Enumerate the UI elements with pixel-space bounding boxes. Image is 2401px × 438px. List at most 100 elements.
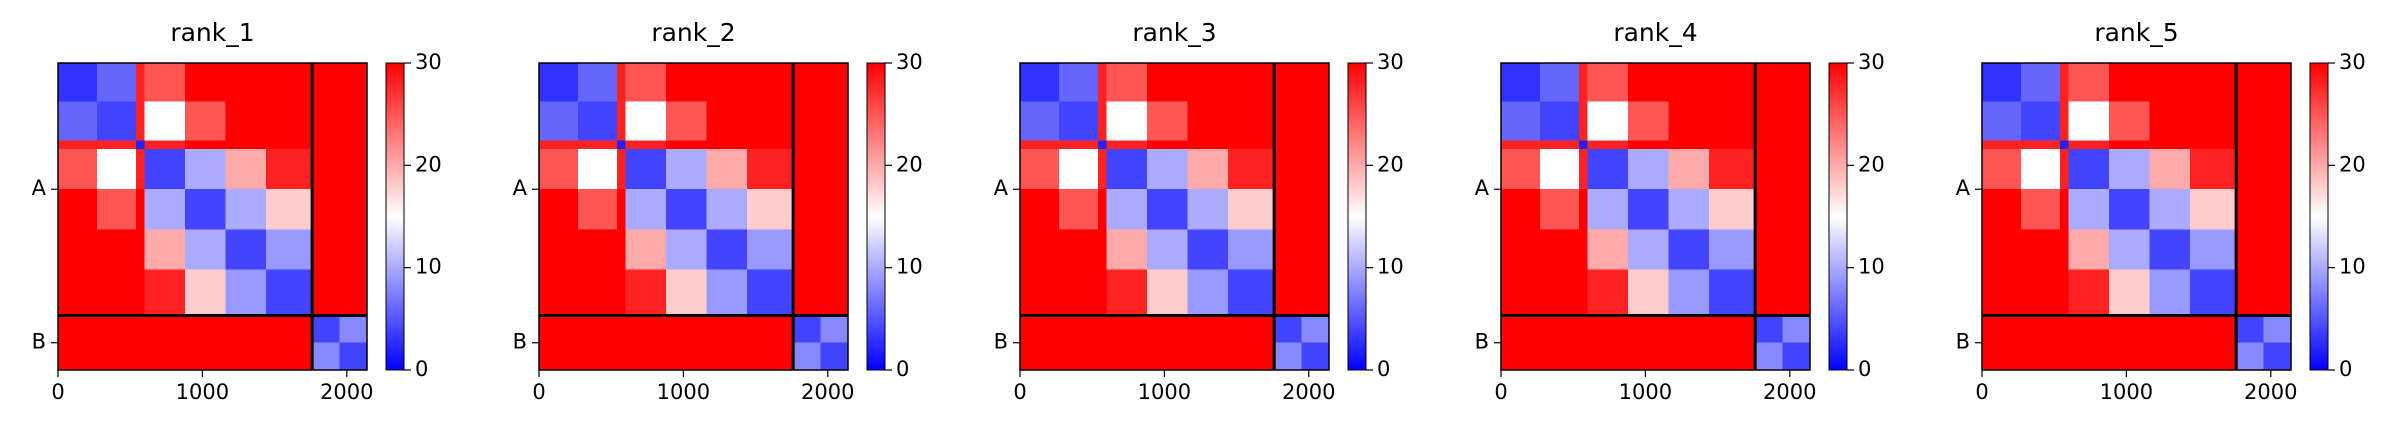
heatmap-cell: [1301, 315, 1330, 344]
heatmap-cell: [2189, 342, 2237, 371]
heatmap-cell: [1058, 229, 1099, 271]
heatmap-cell: [2020, 342, 2061, 371]
heatmap-cell: [1147, 269, 1188, 316]
heatmap-cell: [1782, 229, 1811, 271]
plot-frame: [1981, 62, 2292, 371]
heatmap-cell: [2263, 189, 2292, 230]
heatmap-cell: [1301, 229, 1330, 271]
heatmap-cell: [706, 140, 748, 150]
heatmap-cell: [1982, 342, 2022, 371]
heatmap-cell: [706, 101, 748, 141]
heatmap-cell: [2236, 149, 2265, 190]
heatmap-cell: [820, 315, 849, 344]
heatmap-cell: [616, 101, 627, 141]
heatmap-cell: [2068, 140, 2110, 150]
heatmap-cell: [1708, 63, 1756, 103]
heatmap-cell: [2059, 101, 2070, 141]
heatmap-cell: [1147, 63, 1188, 103]
x-tick-label: 1000: [176, 380, 229, 404]
heatmap-cell: [820, 229, 849, 271]
heatmap-cell: [1708, 149, 1756, 190]
heatmap-cell: [2263, 342, 2292, 371]
panel: rank_3 0 1000 2000 A B 0 10 20 30: [994, 18, 1404, 404]
heatmap-cell: [1782, 189, 1811, 230]
colorbar-tick-label: 10: [896, 255, 923, 279]
heatmap-cell: [135, 269, 146, 316]
heatmap-cell: [793, 189, 822, 230]
heatmap-cell: [820, 101, 849, 141]
heatmap-cell: [1755, 189, 1784, 230]
colorbar: [385, 62, 405, 371]
heatmap-cell: [793, 269, 822, 316]
heatmap-cell: [2149, 229, 2191, 271]
heatmap-cell: [225, 140, 267, 150]
panel: rank_5 0 1000 2000 A B 0 10 20 30: [1956, 18, 2366, 404]
heatmap-cell: [746, 342, 794, 371]
heatmap-cell: [135, 189, 146, 230]
colorbar: [2309, 62, 2329, 371]
heatmap-cell: [1668, 101, 1710, 141]
colorbar-tick-label: 20: [2339, 152, 2366, 176]
heatmap-cell: [1106, 315, 1148, 344]
heatmap-cell: [2068, 269, 2110, 316]
heatmap-cell: [135, 229, 146, 271]
heatmap-cell: [1708, 101, 1756, 141]
heatmap-cell: [185, 140, 226, 150]
heatmap-cell: [225, 229, 267, 271]
heatmap-cell: [1982, 315, 2022, 344]
heatmap-cell: [1668, 149, 1710, 190]
heatmap-cell: [539, 140, 579, 150]
colorbar-tick-label: 30: [896, 50, 923, 74]
plot-frame: [1500, 62, 1811, 371]
heatmap-cell: [1274, 269, 1303, 316]
heatmap-cell: [625, 140, 667, 150]
heatmap-cell: [2149, 189, 2191, 230]
heatmap-cell: [1020, 342, 1060, 371]
heatmap-cell: [1274, 229, 1303, 271]
heatmap-cell: [1755, 269, 1784, 316]
panel-title: rank_3: [1132, 18, 1216, 47]
heatmap-cell: [2189, 149, 2237, 190]
heatmap-cell: [1587, 140, 1629, 150]
heatmap-cell: [793, 63, 822, 103]
heatmap-cell: [820, 189, 849, 230]
heatmap-cell: [339, 149, 368, 190]
heatmap-cell: [1227, 149, 1275, 190]
heatmap-cell: [96, 269, 137, 316]
heatmap-cell: [1668, 63, 1710, 103]
heatmap-cell: [265, 269, 313, 316]
heatmap-cell: [1020, 189, 1060, 230]
x-tick-label: 2000: [801, 380, 854, 404]
heatmap-cell: [577, 149, 618, 190]
heatmap-cell: [1020, 101, 1060, 141]
heatmap-cell: [616, 189, 627, 230]
x-tick-label: 0: [1975, 380, 1988, 404]
heatmap-cell: [1274, 101, 1303, 141]
heatmap-cell: [1106, 101, 1148, 141]
heatmap-cell: [144, 101, 186, 141]
heatmap-cell: [1539, 342, 1580, 371]
heatmap-cell: [58, 101, 98, 141]
heatmap-cell: [666, 63, 707, 103]
y-tick-label: A: [1956, 176, 1971, 200]
heatmap-cell: [2068, 63, 2110, 103]
heatmap-cell: [225, 315, 267, 344]
heatmap-cell: [1058, 189, 1099, 230]
heatmap-cell: [1097, 269, 1108, 316]
heatmap-cell: [539, 189, 579, 230]
heatmap-cell: [746, 140, 794, 150]
heatmap-cell: [1628, 63, 1669, 103]
heatmap-cell: [1058, 63, 1099, 103]
heatmap-cell: [746, 315, 794, 344]
colorbar-tick-label: 20: [415, 152, 442, 176]
heatmap-cell: [1782, 342, 1811, 371]
heatmap-cell: [1227, 269, 1275, 316]
panel-title: rank_5: [2094, 18, 2178, 47]
heatmap-cell: [706, 189, 748, 230]
heatmap-cell: [2059, 342, 2070, 371]
heatmap-cell: [616, 149, 627, 190]
heatmap-cell: [2189, 269, 2237, 316]
y-tick-label: A: [32, 176, 47, 200]
